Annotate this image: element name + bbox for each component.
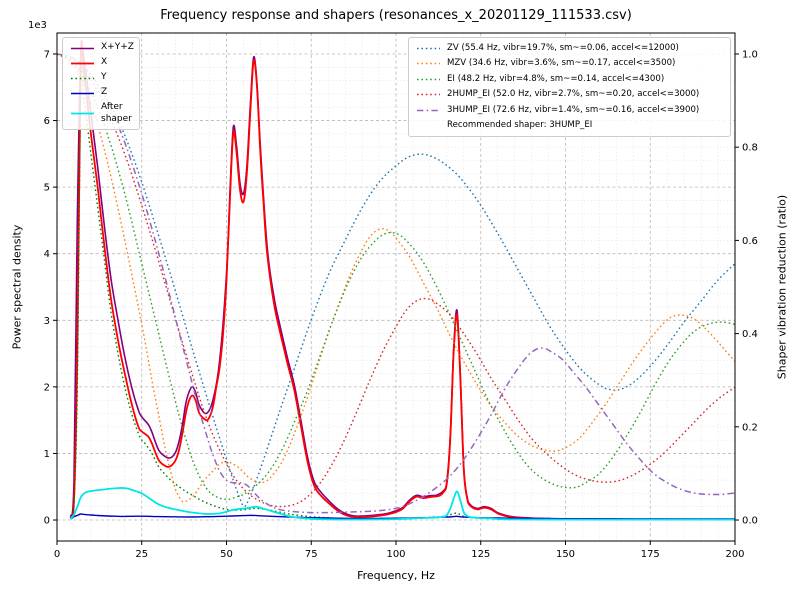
legend-label: MZV (34.6 Hz, vibr=3.6%, sm~=0.17, accel… (447, 58, 676, 69)
x-line-sample (71, 62, 94, 64)
x-tick-label: 150 (556, 549, 575, 560)
right-y-tick-label: 0.8 (742, 143, 758, 154)
psd-legend: X+Y+Z X Y Z After shaper (62, 37, 140, 131)
legend-label: X+Y+Z (101, 42, 134, 53)
legend-item: Z (70, 87, 132, 99)
series-line-After shaper (69, 486, 735, 521)
legend-label: Recommended shaper: 3HUMP_EI (447, 120, 593, 131)
shaper-legend: ZV (55.4 Hz, vibr=19.7%, sm~=0.06, accel… (408, 37, 731, 137)
x-tick-label: 200 (725, 549, 744, 560)
legend-label: Y (101, 72, 107, 83)
right-y-tick-label: 0.4 (742, 329, 758, 340)
legend-label: EI (48.2 Hz, vibr=4.8%, sm~=0.14, accel<… (447, 73, 665, 84)
z-line-sample (71, 92, 94, 94)
left-y-tick-label: 5 (44, 183, 50, 194)
tick-marks (53, 53, 739, 545)
mzv-line-sample (417, 62, 440, 65)
series-line-3HUMP_EI (57, 53, 735, 514)
x-tick-label: 0 (54, 549, 60, 560)
2hump-ei-line-sample (417, 93, 440, 96)
legend-label: ZV (55.4 Hz, vibr=19.7%, sm~=0.06, accel… (447, 43, 679, 53)
legend-item: 3HUMP_EI (72.6 Hz, vibr=1.4%, sm~=0.16, … (416, 104, 723, 116)
y-axis-offset-text: 1e3 (28, 20, 47, 31)
legend-label: 2HUMP_EI (52.0 Hz, vibr=2.7%, sm~=0.20, … (447, 89, 700, 100)
left-y-tick-label: 2 (44, 382, 50, 393)
y-line-sample (71, 77, 94, 79)
x-tick-label: 100 (386, 549, 405, 560)
chart-title: Frequency response and shapers (resonanc… (160, 8, 632, 23)
legend-item: EI (48.2 Hz, vibr=4.8%, sm~=0.14, accel<… (416, 73, 723, 85)
legend-item: Y (70, 72, 132, 84)
legend-label: After shaper (101, 102, 132, 124)
series-line-ZV (57, 53, 735, 508)
legend-item: ZV (55.4 Hz, vibr=19.7%, sm~=0.06, accel… (416, 42, 723, 54)
legend-item: After shaper (70, 102, 132, 125)
right-y-axis-label: Shaper vibration reduction (ratio) (775, 194, 789, 380)
x-tick-label: 175 (641, 549, 660, 560)
legend-label: 3HUMP_EI (72.6 Hz, vibr=1.4%, sm~=0.16, … (447, 104, 700, 115)
x-tick-label: 25 (135, 549, 148, 560)
legend-label: X (101, 57, 108, 68)
x-tick-label: 50 (220, 549, 233, 560)
legend-item: X (70, 57, 132, 69)
xyz-line-sample (71, 47, 94, 49)
right-y-tick-label: 0.6 (742, 236, 758, 247)
left-y-tick-label: 6 (44, 116, 50, 127)
legend-label: Z (101, 87, 108, 98)
legend-item: X+Y+Z (70, 42, 134, 54)
legend-item: MZV (34.6 Hz, vibr=3.6%, sm~=0.17, accel… (416, 57, 723, 69)
x-axis-label: Frequency, Hz (357, 569, 435, 582)
left-y-axis-label: Power spectral density (10, 224, 24, 350)
ei-line-sample (417, 78, 440, 80)
right-y-tick-label: 0.0 (742, 516, 758, 527)
x-tick-label: 75 (305, 549, 318, 560)
series-line-X (69, 39, 735, 521)
right-y-tick-label: 1.0 (742, 49, 758, 60)
left-y-tick-label: 0 (44, 516, 50, 527)
left-y-tick-label: 4 (44, 249, 50, 260)
left-y-tick-label: 3 (44, 316, 50, 327)
series-line-2HUMP_EI (57, 53, 735, 508)
recommended-shaper-note: Recommended shaper: 3HUMP_EI (416, 119, 723, 131)
zv-line-sample (417, 47, 440, 49)
legend-item: 2HUMP_EI (52.0 Hz, vibr=2.7%, sm~=0.20, … (416, 88, 723, 100)
left-y-tick-label: 7 (44, 49, 50, 60)
3hump-ei-line-sample (417, 109, 440, 111)
left-y-tick-label: 1 (44, 449, 50, 460)
tick-labels: 0 25 50 75 100 125 150 175 200 0 1 2 3 4 5 6 7 0.0 0.2 0.4 0… (44, 49, 758, 560)
right-y-tick-label: 0.2 (742, 422, 758, 433)
after-shaper-line-sample (71, 112, 94, 115)
x-tick-label: 125 (471, 549, 490, 560)
